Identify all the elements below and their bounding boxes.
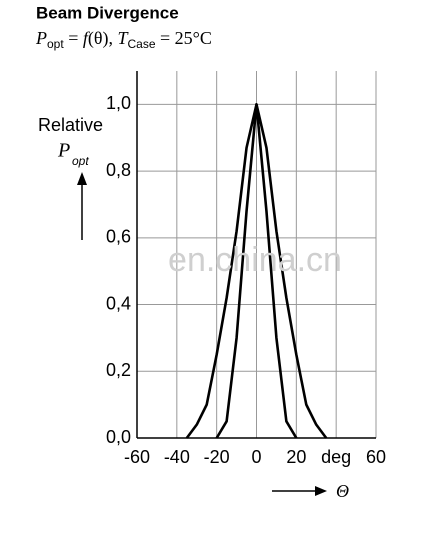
x-arrow-head [315,486,327,496]
subtitle-part: P [35,28,47,48]
y-label-symbol: P [57,140,70,162]
chart-title: Beam Divergence [36,3,179,22]
subtitle-part: Case [128,37,156,51]
x-tick-label: deg [321,447,351,467]
subtitle-part: = [64,28,83,48]
y-tick-label: 0,4 [106,293,131,313]
plot: 0,0 0,2 0,4 0,6 0,8 1,0 -60 -40 -20 0 20 deg 60 [106,71,386,467]
y-label-sub: opt [72,154,89,168]
series-line [215,103,298,439]
subtitle-part: opt [47,37,64,51]
x-tick-label: -40 [164,447,190,467]
subtitle-part: T [117,28,129,48]
subtitle-part: f [83,28,91,48]
x-tick-label: -60 [124,447,150,467]
y-tick-label: 0,2 [106,360,131,380]
watermark: en.china.cn [168,241,342,279]
subtitle-part: = 25°C [156,28,212,48]
x-tick-label: -20 [204,447,230,467]
y-tick-label: 0,8 [106,160,131,180]
x-label: Θ [336,481,349,501]
y-arrow-head [77,172,87,185]
y-tick-label: 1,0 [106,93,131,113]
x-tick-label: 20 [286,447,306,467]
y-tick-label: 0,6 [106,227,131,247]
x-tick-label: 60 [366,447,386,467]
x-tick-label: 0 [251,447,261,467]
y-tick-label: 0,0 [106,427,131,447]
subtitle: Popt = f(θ), TCase = 25°C [35,28,212,51]
y-label: Relative [38,115,103,135]
subtitle-part: (θ), [88,28,118,49]
